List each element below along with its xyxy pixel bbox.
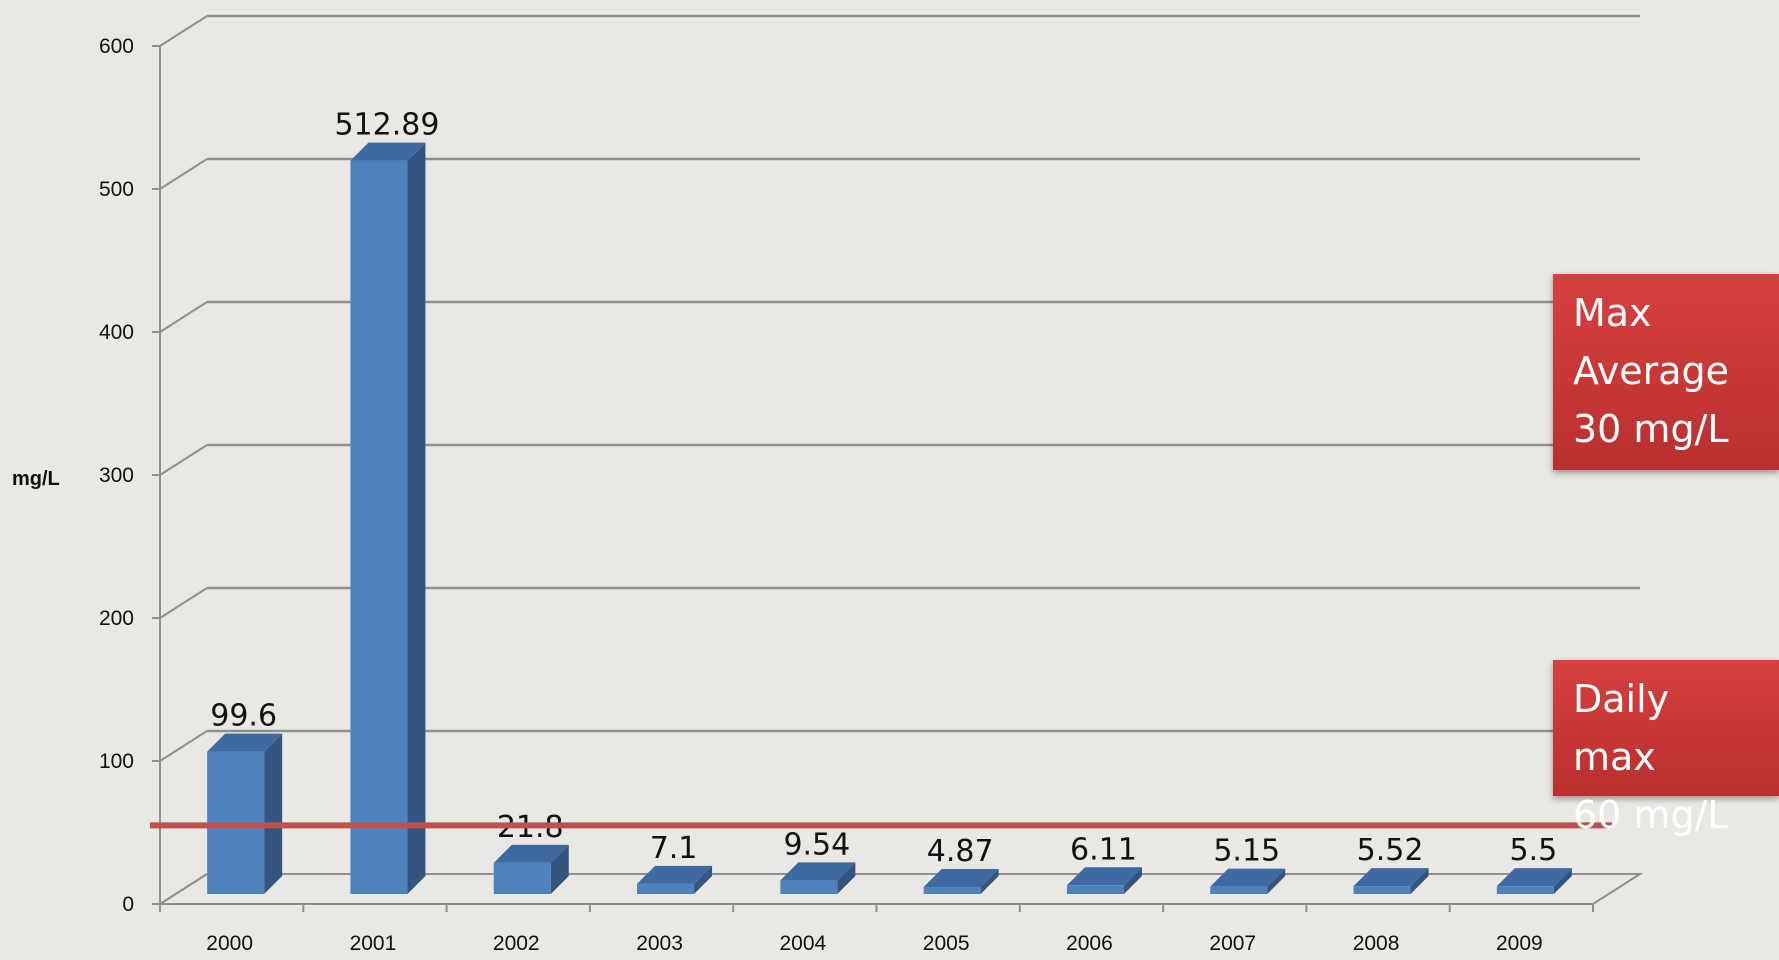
y-axis-label: mg/L xyxy=(12,468,60,490)
x-tick-label: 2002 xyxy=(493,932,540,955)
data-label: 5.5 xyxy=(1509,833,1557,868)
bar-top xyxy=(493,844,569,863)
bar-top xyxy=(1210,868,1286,887)
y-tick-label: 300 xyxy=(99,464,134,487)
bar xyxy=(493,862,551,894)
x-tick-label: 2003 xyxy=(636,932,683,955)
bar-top xyxy=(1066,867,1142,886)
data-label: 5.52 xyxy=(1357,833,1424,868)
bar-top xyxy=(637,865,713,884)
bar xyxy=(923,887,981,894)
bar xyxy=(350,160,408,894)
data-label: 4.87 xyxy=(927,834,994,869)
bar xyxy=(1066,885,1124,894)
bar-side xyxy=(1553,868,1572,894)
bar-top xyxy=(1496,868,1572,887)
gridline-depth xyxy=(159,158,208,190)
data-label: 99.6 xyxy=(210,699,277,734)
bar-top xyxy=(350,142,426,161)
gridline-depth xyxy=(159,15,208,47)
x-tick-label: 2009 xyxy=(1496,932,1543,955)
bar xyxy=(780,880,838,894)
y-tick-label: 600 xyxy=(99,35,134,58)
x-tick-label: 2007 xyxy=(1209,932,1256,955)
bar-side xyxy=(407,142,426,894)
max-average-line-1: Max xyxy=(1573,291,1652,335)
gridline-depth xyxy=(159,444,208,476)
max-average-line-2: Average xyxy=(1573,349,1730,393)
bar-side xyxy=(694,865,713,894)
data-label: 9.54 xyxy=(783,827,850,862)
x-tick-label: 2006 xyxy=(1066,932,1113,955)
bar xyxy=(1353,886,1411,894)
bar xyxy=(637,883,695,894)
bar xyxy=(1210,886,1268,894)
bar-top xyxy=(780,862,856,881)
daily-max-line-1: Daily max xyxy=(1573,677,1670,779)
y-tick-label: 100 xyxy=(99,750,134,773)
x-tick-label: 2005 xyxy=(923,932,970,955)
data-label: 512.89 xyxy=(334,108,439,143)
bar-side xyxy=(1410,868,1429,894)
bar-side xyxy=(1267,868,1286,894)
y-tick-label: 400 xyxy=(99,321,134,344)
bar-top xyxy=(923,869,999,888)
bar-side xyxy=(1123,867,1142,894)
bar-side xyxy=(264,733,283,894)
data-label: 7.1 xyxy=(650,831,698,866)
daily-max-callout: Daily max 60 mg/L xyxy=(1553,660,1779,837)
data-label: 6.11 xyxy=(1070,832,1137,867)
bar-side xyxy=(837,862,856,894)
y-tick-label: 500 xyxy=(99,178,134,201)
bar-side xyxy=(550,844,569,894)
y-tick-label: 0 xyxy=(122,893,134,916)
gridline-depth xyxy=(159,730,208,762)
y-tick-label: 200 xyxy=(99,607,134,630)
max-average-callout: Max Average 30 mg/L xyxy=(1553,274,1779,470)
bar-top xyxy=(1353,868,1429,887)
daily-max-line-2: 60 mg/L xyxy=(1573,793,1729,837)
x-tick-label: 2000 xyxy=(206,932,253,955)
gridline-depth xyxy=(159,301,208,333)
x-tick-label: 2004 xyxy=(779,932,826,955)
data-label: 5.15 xyxy=(1213,834,1280,869)
bar xyxy=(1496,886,1554,894)
gridline-depth xyxy=(159,587,208,619)
x-tick-label: 2008 xyxy=(1353,932,1400,955)
bar-top xyxy=(207,733,283,752)
bar-side xyxy=(980,869,999,894)
x-tick-label: 2001 xyxy=(350,932,397,955)
max-average-line-3: 30 mg/L xyxy=(1573,407,1729,451)
